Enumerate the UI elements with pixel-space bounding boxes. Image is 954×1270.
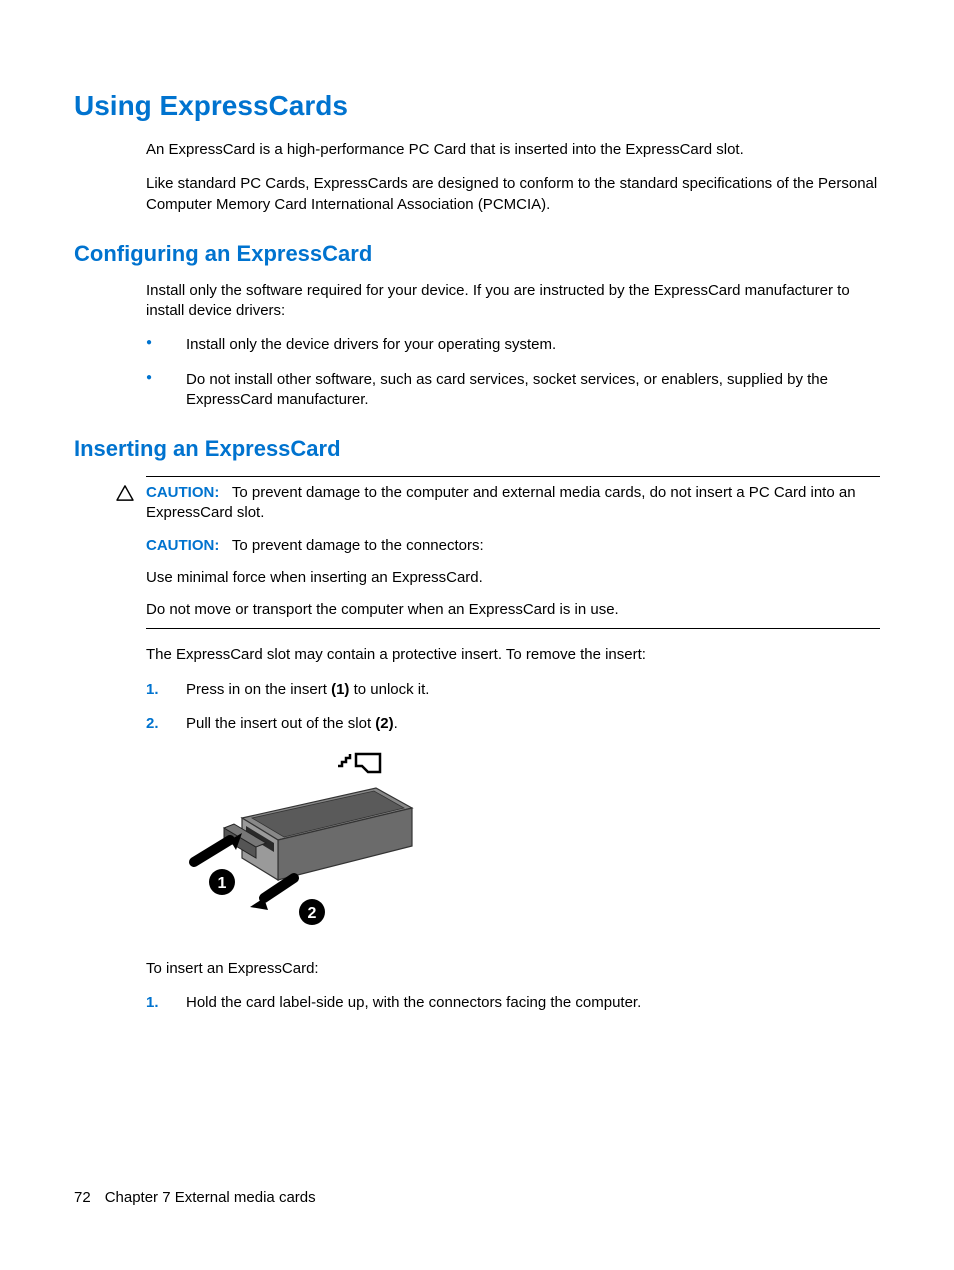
intro-paragraph-1: An ExpressCard is a high-performance PC … [146,140,880,160]
figure-label-1: 1 [218,875,227,892]
list-item: Pull the insert out of the slot (2). [146,714,880,734]
remove-insert-steps: Press in on the insert (1) to unlock it.… [146,680,880,735]
caution-label: CAUTION: [146,484,219,501]
caution-paragraph: Do not move or transport the computer wh… [146,600,880,620]
caution-body: To prevent damage to the computer and ex… [146,484,856,521]
caution-paragraph: Use minimal force when inserting an Expr… [146,568,880,588]
figure-label-2: 2 [308,905,317,922]
page-footer: 72 Chapter 7 External media cards [74,1189,316,1206]
caution-icon [116,485,134,506]
insert-card-steps: Hold the card label-side up, with the co… [146,993,880,1013]
chapter-label: Chapter 7 External media cards [105,1189,316,1206]
configuring-paragraph: Install only the software required for y… [146,281,880,322]
intro-paragraph-2: Like standard PC Cards, ExpressCards are… [146,174,880,215]
configuring-bullet-list: Install only the device drivers for your… [146,335,880,410]
caution-block: CAUTION: To prevent damage to the comput… [146,476,880,629]
section-heading-inserting: Inserting an ExpressCard [74,436,880,462]
list-item: Install only the device drivers for your… [146,335,880,355]
list-item: Press in on the insert (1) to unlock it. [146,680,880,700]
section-heading-configuring: Configuring an ExpressCard [74,241,880,267]
caution-text-2: CAUTION: To prevent damage to the connec… [146,536,880,556]
caution-label: CAUTION: [146,537,219,554]
caution-text-1: CAUTION: To prevent damage to the comput… [146,483,880,524]
page-title: Using ExpressCards [74,90,880,122]
remove-insert-intro: The ExpressCard slot may contain a prote… [146,645,880,665]
insert-card-intro: To insert an ExpressCard: [146,959,880,979]
expresscard-figure: 1 2 [186,748,880,943]
page-number: 72 [74,1189,91,1206]
caution-body: To prevent damage to the connectors: [232,537,484,554]
list-item: Do not install other software, such as c… [146,370,880,411]
list-item: Hold the card label-side up, with the co… [146,993,880,1013]
